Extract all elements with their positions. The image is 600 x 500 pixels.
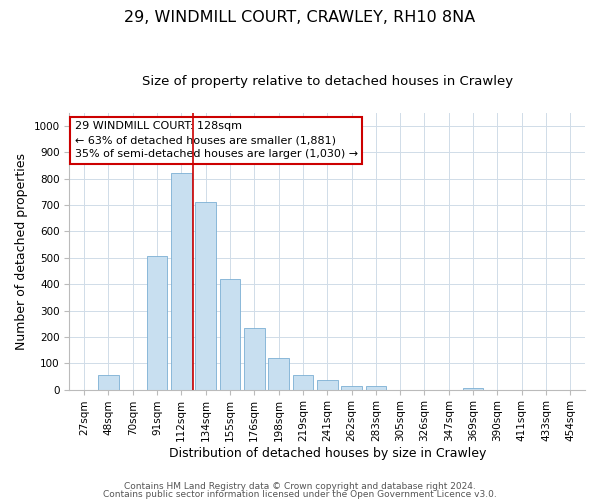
Bar: [195, 202, 216, 390]
X-axis label: Distribution of detached houses by size in Crawley: Distribution of detached houses by size …: [169, 447, 486, 460]
Bar: [293, 374, 313, 390]
Y-axis label: Number of detached properties: Number of detached properties: [15, 152, 28, 350]
Text: 29 WINDMILL COURT: 128sqm
← 63% of detached houses are smaller (1,881)
35% of se: 29 WINDMILL COURT: 128sqm ← 63% of detac…: [74, 121, 358, 159]
Bar: [317, 380, 338, 390]
Bar: [341, 386, 362, 390]
Bar: [268, 358, 289, 390]
Bar: [171, 174, 191, 390]
Title: Size of property relative to detached houses in Crawley: Size of property relative to detached ho…: [142, 75, 513, 88]
Bar: [244, 328, 265, 390]
Bar: [146, 256, 167, 390]
Bar: [365, 386, 386, 390]
Text: 29, WINDMILL COURT, CRAWLEY, RH10 8NA: 29, WINDMILL COURT, CRAWLEY, RH10 8NA: [124, 10, 476, 25]
Bar: [98, 374, 119, 390]
Text: Contains HM Land Registry data © Crown copyright and database right 2024.: Contains HM Land Registry data © Crown c…: [124, 482, 476, 491]
Text: Contains public sector information licensed under the Open Government Licence v3: Contains public sector information licen…: [103, 490, 497, 499]
Bar: [463, 388, 484, 390]
Bar: [220, 279, 240, 390]
